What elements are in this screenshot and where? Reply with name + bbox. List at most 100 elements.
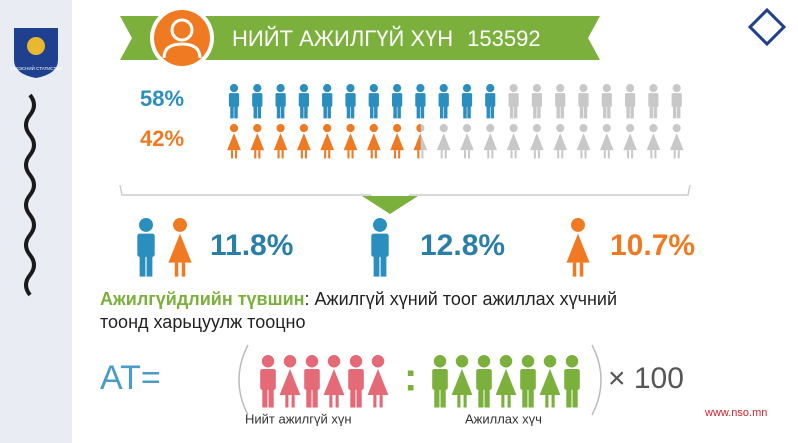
leg	[370, 106, 374, 119]
head	[571, 218, 585, 232]
torso	[485, 93, 496, 107]
leg	[181, 262, 186, 277]
male-icon	[476, 355, 492, 408]
leg	[420, 106, 425, 119]
head	[579, 84, 588, 93]
leg	[490, 106, 495, 119]
formula-left: AT=	[100, 359, 161, 397]
female-icon	[460, 124, 474, 159]
male-icon	[368, 84, 379, 119]
leg	[556, 106, 560, 119]
leg	[484, 388, 490, 408]
female-icon	[600, 124, 614, 159]
denominator-label: Ажиллах хүч	[465, 411, 542, 426]
leg	[374, 150, 377, 159]
head	[173, 218, 187, 232]
torso	[601, 93, 612, 107]
leg	[380, 255, 387, 277]
male-icon	[252, 84, 263, 119]
male-icon	[348, 355, 364, 408]
female-icon	[436, 124, 451, 159]
corner-ornament	[747, 7, 787, 47]
leg	[335, 395, 339, 408]
female-icon	[623, 124, 637, 159]
leg	[439, 106, 444, 119]
leg	[417, 150, 420, 159]
bracket-arrow	[362, 196, 418, 214]
head	[672, 84, 681, 93]
head	[455, 355, 469, 368]
dress	[273, 133, 288, 151]
leg	[393, 106, 397, 119]
male-icon	[137, 218, 155, 277]
leg	[444, 106, 448, 119]
rate-total: 11.8%	[210, 229, 293, 262]
female-icon	[539, 355, 561, 408]
head	[521, 355, 535, 368]
dress	[390, 133, 404, 151]
leg	[280, 106, 285, 119]
head	[532, 124, 541, 133]
leg	[440, 388, 446, 408]
female-icon	[250, 124, 265, 159]
torso	[555, 93, 566, 107]
leg	[468, 150, 471, 159]
share-bar	[227, 124, 421, 159]
torso	[578, 93, 589, 107]
head	[371, 355, 385, 368]
leg	[486, 106, 490, 119]
male-icon	[520, 355, 536, 408]
leg	[528, 388, 534, 408]
leg	[463, 395, 467, 408]
torso	[298, 93, 309, 107]
head	[462, 124, 472, 133]
male-icon	[555, 84, 566, 119]
leg	[509, 106, 514, 119]
leg	[607, 150, 610, 159]
banner-icon	[154, 10, 210, 66]
leg	[350, 388, 356, 408]
leg	[394, 150, 397, 159]
footer-url: www.nso.mn	[704, 407, 767, 419]
female-icon	[168, 218, 192, 277]
paren-left	[238, 344, 249, 416]
head	[556, 124, 565, 133]
dress	[553, 133, 567, 151]
female-icon	[530, 124, 544, 159]
leg	[234, 106, 238, 119]
female-icon	[495, 355, 517, 408]
head	[305, 355, 319, 368]
rate-female: 10.7%	[610, 229, 695, 262]
leg	[478, 388, 484, 408]
leg	[379, 395, 383, 408]
banner-icon-body	[162, 42, 202, 59]
leg	[300, 106, 304, 119]
leg	[579, 106, 584, 119]
female-icon	[566, 218, 590, 277]
torso	[392, 93, 403, 107]
head	[433, 355, 447, 368]
leg	[566, 388, 572, 408]
head	[349, 355, 363, 368]
leg	[257, 106, 262, 119]
definition-line2: тоонд харьцуулж тооцно	[100, 312, 306, 332]
head	[649, 84, 658, 93]
dress	[460, 133, 474, 151]
head	[556, 84, 565, 93]
leg	[487, 150, 490, 159]
leg	[397, 106, 401, 119]
leg	[374, 106, 378, 119]
male-icon	[228, 84, 240, 119]
male-icon	[648, 84, 659, 119]
leg	[329, 395, 333, 408]
male-icon	[601, 84, 612, 119]
male-icon	[298, 84, 309, 119]
torso	[415, 93, 426, 107]
formula-divider: :	[404, 356, 417, 400]
dress	[367, 133, 381, 151]
dress	[576, 133, 591, 151]
mongolian-script	[24, 93, 36, 297]
male-icon	[485, 84, 496, 119]
formula-multiplier: × 100	[608, 362, 684, 395]
dress	[646, 133, 661, 151]
